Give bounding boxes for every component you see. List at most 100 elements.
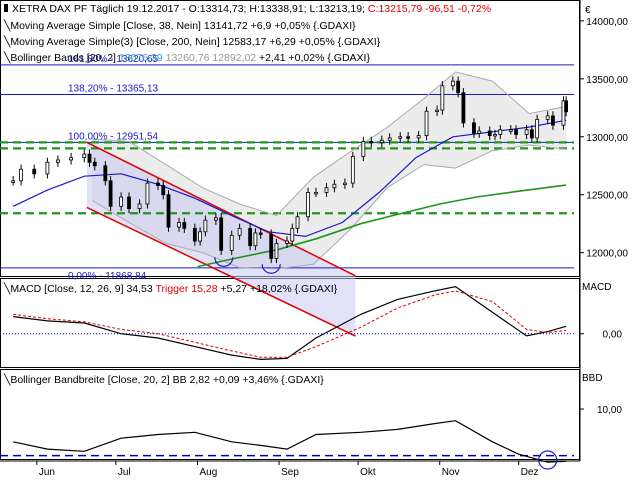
channel-lower-line — [86, 206, 356, 337]
macd-legend-part-2: Trigger 15,28 — [155, 283, 220, 295]
low-marker-arc-2 — [261, 264, 281, 274]
candle-body — [416, 135, 421, 139]
price-legend-part-2: O:13314,73; H:13338,91; L:13213,19; — [189, 3, 368, 15]
candle-body — [398, 136, 403, 139]
time-tick-label-dez: Dez — [521, 467, 539, 478]
bbw-legend: ╲Bollinger Bandbreite [Close, 20, 2] BB … — [3, 372, 324, 386]
candle-body — [253, 232, 258, 247]
price-tick-label-2: 13500,00 — [586, 75, 628, 86]
price-tick-label-5: 12000,00 — [586, 249, 628, 260]
candle-body — [19, 168, 23, 182]
price-tick-label-1: 14000,00 — [586, 17, 628, 28]
candle-body — [119, 196, 124, 207]
price-legend-part-3: C:13215,79 -96,51 -0,72% — [368, 3, 491, 15]
candle-body — [529, 129, 534, 139]
candle-body — [493, 134, 497, 137]
time-tick-label-sep: Sep — [281, 467, 299, 478]
candle-body — [92, 161, 97, 167]
bbw-low-marker — [538, 450, 558, 470]
bbw-panel-label: BBD — [582, 373, 603, 384]
fib-label-1: 161,80% - 13620,65 — [68, 54, 159, 65]
candle-body — [45, 161, 50, 175]
bollinger-legend-part-2: 13076,39 — [119, 52, 166, 64]
candle-body — [219, 217, 224, 251]
candle-body — [435, 109, 439, 113]
candle-body — [369, 140, 374, 144]
candle-body — [379, 139, 384, 143]
candle-body — [314, 191, 318, 195]
fib-label-3: 100,00% - 12951,54 — [68, 131, 159, 142]
candle-body — [487, 130, 492, 137]
price-tick-label-4: 12500,00 — [586, 191, 628, 202]
candle-body — [182, 222, 187, 229]
bollinger-legend-part-3: 13260,76 — [166, 52, 213, 64]
candle-body — [343, 182, 347, 186]
candle-body — [498, 129, 503, 135]
candle-body — [269, 233, 274, 259]
time-tick-label-jul: Jul — [118, 467, 131, 478]
candle-body — [285, 240, 289, 244]
candle-body — [237, 227, 242, 236]
candle-body — [564, 100, 569, 113]
sma38-legend-part-2: 13141,72 +6,9 +0,05% {.GDAXI} — [204, 20, 356, 32]
channel-upper-line — [86, 141, 356, 277]
macd-legend-part-3: +5,27 +18,02% {.GDAXI} — [220, 283, 337, 295]
candle-body — [461, 92, 466, 124]
bollinger-lower-line — [91, 144, 567, 270]
candle-body — [472, 122, 476, 134]
macd-legend: ╲MACD [Close, 12, 26, 9] 34,53 Trigger 1… — [3, 281, 338, 295]
candle-body — [514, 129, 518, 135]
time-tick-label-nov: Nov — [442, 467, 460, 478]
candle-body — [166, 194, 171, 228]
legend-marker-price — [4, 4, 8, 12]
time-tick-label-okt: Okt — [360, 467, 376, 478]
time-tick-label-jun: Jun — [39, 467, 55, 478]
candle-body — [324, 187, 329, 193]
candle-body — [82, 153, 87, 159]
macd-trigger-line — [13, 290, 567, 358]
sma38-line — [12, 119, 567, 238]
candle-body — [192, 227, 197, 242]
candle-body — [127, 196, 131, 210]
candle-body — [274, 242, 279, 259]
candle-body — [350, 156, 355, 184]
macd-tick-label: 0,00 — [603, 330, 623, 341]
sma38-legend-part-1: ╲Moving Average Simple [Close, 38, Nein] — [3, 18, 204, 32]
candle-body — [424, 110, 429, 137]
currency-icon: € — [585, 5, 591, 16]
candle-body — [290, 227, 295, 242]
bbw-line — [13, 420, 567, 463]
low-marker-arc-1 — [214, 257, 234, 267]
candle-body — [161, 185, 166, 196]
candle-body — [108, 180, 113, 207]
candle-body — [332, 183, 337, 189]
price-tick-label-3: 13000,00 — [586, 133, 628, 144]
candle-body — [145, 182, 150, 205]
candle-body — [306, 191, 310, 218]
candle-body — [258, 232, 263, 235]
macd-panel-label: MACD — [582, 282, 611, 293]
candle-body — [295, 216, 300, 229]
candle-body — [456, 80, 461, 94]
candle-body — [203, 219, 208, 233]
bollinger-upper-line — [92, 71, 567, 217]
candle-body — [508, 129, 513, 132]
price-legend-part-1: XETRA DAX PF Täglich 19.12.2017 - — [12, 3, 189, 15]
sma200-legend: ╲Moving Average Simple(3) [Close, 200, N… — [3, 34, 381, 48]
candle-body — [535, 118, 540, 139]
candle-body — [214, 217, 218, 221]
candle-body — [56, 159, 60, 163]
candle-body — [561, 100, 566, 126]
candle-body — [11, 180, 16, 183]
candle-body — [440, 85, 445, 111]
candle-body — [198, 231, 203, 242]
candle-body — [32, 168, 37, 175]
candle-body — [177, 222, 181, 228]
fib-label-2: 138,20% - 13365,13 — [68, 83, 159, 94]
candle-body — [524, 129, 529, 135]
bbw-legend-part-2: +0,09 +3,46% {.GDAXI} — [213, 374, 324, 386]
macd-line — [13, 285, 567, 361]
bollinger-legend-part-5: +2,41 +0,02% {.GDAXI} — [259, 52, 370, 64]
sma200-legend-part-2: 12583,17 +6,29 +0,05% {.GDAXI} — [223, 36, 381, 48]
